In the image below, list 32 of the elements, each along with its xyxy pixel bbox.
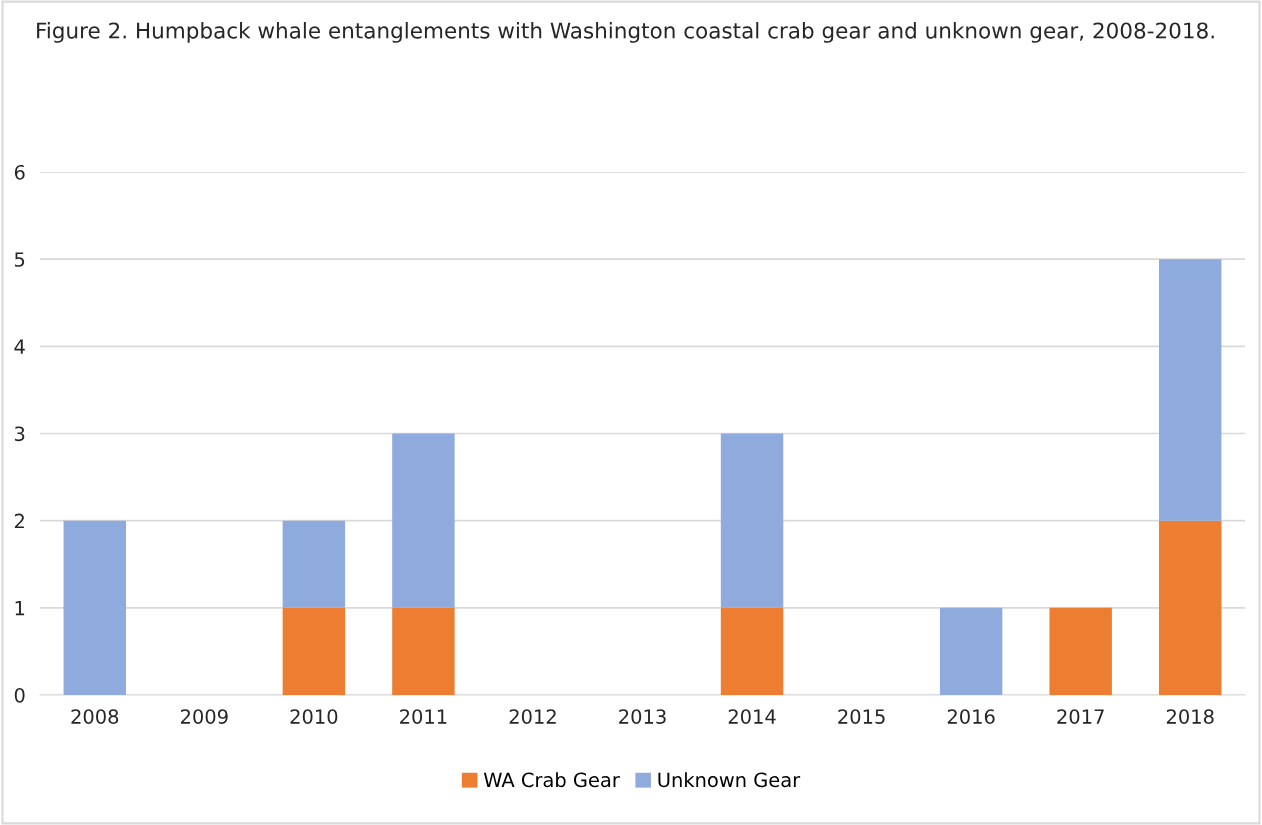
bar — [720, 433, 784, 608]
x-tick-label: 2013 — [619, 709, 666, 724]
x-tick-label: 2018 — [1166, 709, 1214, 724]
bar — [282, 520, 346, 608]
chart-title: Figure 2. Humpback whale entanglements with Washington coastal crab gear and unknown gear, 2008-2018. — [37, 22, 1214, 43]
bar — [392, 607, 455, 695]
legend-label: WA Crab Gear — [483, 772, 620, 788]
bar — [1159, 259, 1222, 521]
x-tick-label: 2012 — [509, 709, 556, 724]
bar — [720, 607, 784, 695]
bar — [63, 520, 126, 695]
y-tick-label: 2 — [14, 513, 24, 529]
y-tick-label: 0 — [14, 687, 25, 703]
x-tick-label: 2017 — [1057, 709, 1104, 724]
y-tick-label: 3 — [14, 426, 25, 442]
x-tick-label: 2015 — [838, 709, 885, 724]
y-tick-label: 1 — [15, 601, 25, 616]
bar — [282, 607, 346, 695]
x-tick-label: 2011 — [400, 709, 447, 724]
bar — [939, 607, 1003, 695]
bar — [1049, 607, 1112, 695]
x-tick-label: 2009 — [181, 709, 228, 724]
legend-label: Unknown Gear — [658, 772, 801, 788]
x-tick-label: 2016 — [947, 709, 995, 724]
x-tick-label: 2010 — [290, 709, 338, 724]
x-tick-label: 2008 — [71, 709, 119, 724]
y-tick-label: 5 — [14, 252, 25, 267]
y-tick-label: 6 — [14, 164, 25, 180]
bar — [1159, 520, 1222, 695]
bar — [392, 433, 455, 608]
y-tick-label: 4 — [14, 339, 25, 354]
x-tick-label: 2014 — [728, 709, 776, 724]
